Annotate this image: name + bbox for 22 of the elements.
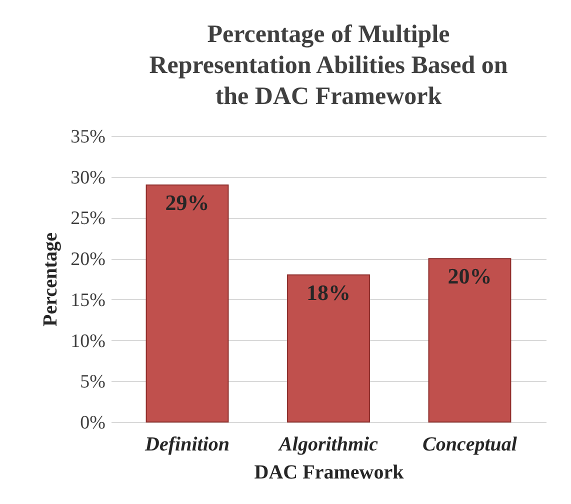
text: Representation Abilities Based on bbox=[149, 52, 508, 79]
text: Percentage of Multiple bbox=[207, 21, 450, 48]
data-label: 20% bbox=[448, 264, 492, 289]
y-tick-label: 5% bbox=[80, 372, 106, 393]
y-tick-label: 30% bbox=[70, 167, 106, 188]
y-tick-label: 20% bbox=[70, 249, 106, 270]
bar bbox=[146, 184, 229, 422]
y-tick-label: 35% bbox=[70, 126, 106, 148]
y-tick-label: 15% bbox=[70, 290, 106, 311]
x-tick-label: Definition bbox=[144, 434, 230, 456]
bar bbox=[428, 258, 512, 422]
y-tick-label: 10% bbox=[70, 330, 106, 352]
data-label: 18% bbox=[306, 280, 350, 305]
text: the DAC Framework bbox=[215, 83, 442, 110]
x-tick-label: Conceptual bbox=[422, 434, 518, 456]
x-axis-title: DAC Framework bbox=[254, 462, 405, 484]
y-tick-label: 25% bbox=[70, 208, 106, 230]
bar bbox=[287, 274, 370, 422]
y-tick-label: 0% bbox=[80, 412, 106, 434]
y-axis-title: Percentage bbox=[40, 232, 62, 327]
x-tick-label: Algorithmic bbox=[277, 434, 378, 456]
data-label: 29% bbox=[165, 190, 210, 216]
